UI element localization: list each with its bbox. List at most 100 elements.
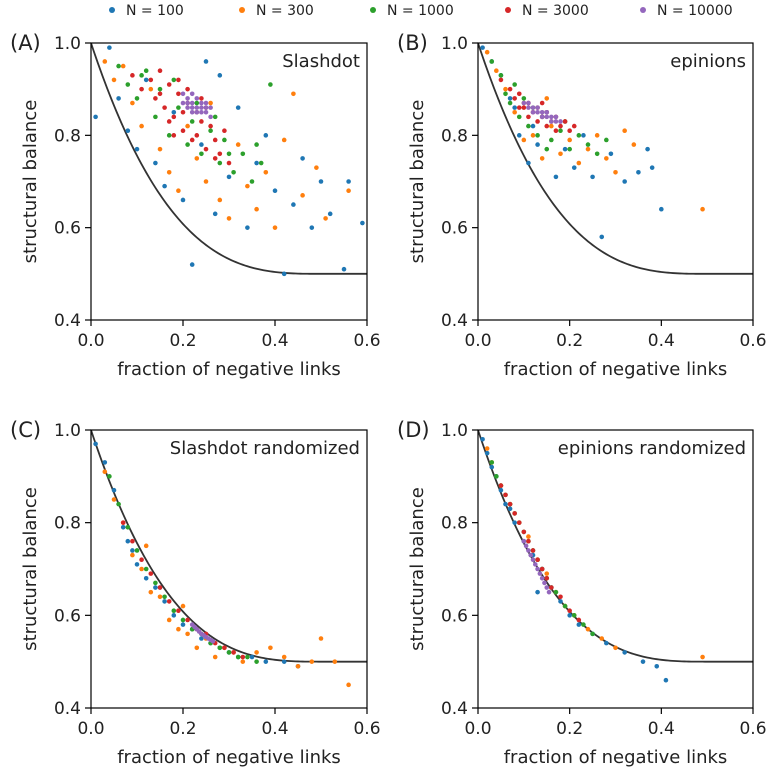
data-point bbox=[102, 469, 108, 475]
data-point bbox=[176, 105, 181, 110]
data-point bbox=[539, 109, 545, 115]
data-point bbox=[180, 109, 186, 115]
data-point bbox=[139, 86, 144, 92]
data-point bbox=[535, 557, 540, 563]
data-point bbox=[558, 128, 563, 134]
data-point bbox=[549, 585, 554, 590]
data-point bbox=[530, 133, 536, 138]
data-point bbox=[549, 137, 554, 143]
data-point bbox=[130, 100, 135, 106]
data-point bbox=[180, 100, 186, 106]
data-point bbox=[535, 119, 540, 124]
data-point bbox=[222, 128, 227, 134]
y-axis-label: structural balance bbox=[20, 100, 41, 264]
data-point bbox=[332, 659, 338, 664]
data-point bbox=[148, 86, 154, 92]
x-tick-label: 0.6 bbox=[353, 331, 380, 351]
data-point bbox=[107, 45, 112, 50]
data-point bbox=[576, 622, 582, 627]
data-point bbox=[222, 645, 227, 651]
series-n-10000 bbox=[189, 622, 216, 644]
data-point bbox=[526, 160, 531, 166]
data-point bbox=[562, 119, 568, 124]
panel-c: 0.0 0.2 0.4 0.6 0.4 0.6 0.8 1.0 fraction of nega… bbox=[10, 418, 381, 768]
legend-marker bbox=[370, 7, 376, 13]
data-point bbox=[567, 128, 572, 134]
data-point bbox=[636, 169, 641, 175]
data-point bbox=[134, 548, 140, 553]
data-point bbox=[659, 206, 664, 212]
data-point bbox=[507, 100, 513, 106]
data-point bbox=[480, 45, 485, 50]
data-point bbox=[553, 128, 559, 134]
data-point bbox=[535, 105, 540, 110]
series-n-1000 bbox=[107, 474, 259, 664]
data-point bbox=[608, 151, 614, 157]
series-n-3000 bbox=[120, 520, 246, 660]
data-point bbox=[203, 105, 209, 110]
data-point bbox=[512, 511, 517, 516]
data-point bbox=[544, 123, 550, 129]
data-point bbox=[318, 636, 324, 641]
data-point bbox=[143, 77, 149, 83]
reference-curve bbox=[478, 430, 753, 663]
y-tick-label: 0.6 bbox=[54, 219, 81, 239]
data-point bbox=[107, 474, 112, 479]
y-axis-label: structural balance bbox=[407, 100, 428, 264]
data-point bbox=[585, 142, 591, 147]
data-point bbox=[208, 123, 213, 129]
data-point bbox=[116, 501, 121, 507]
legend-marker bbox=[109, 7, 115, 13]
data-point bbox=[539, 575, 545, 581]
data-point bbox=[189, 100, 195, 106]
y-tick-label: 0.8 bbox=[54, 514, 81, 534]
data-point bbox=[208, 114, 213, 120]
data-point bbox=[318, 179, 324, 184]
data-point bbox=[542, 580, 547, 586]
data-point bbox=[176, 626, 181, 632]
legend-item: N = 10000 bbox=[640, 3, 733, 19]
legend-label: N = 3000 bbox=[522, 3, 589, 19]
data-point bbox=[217, 645, 223, 651]
data-point bbox=[254, 142, 259, 147]
data-point bbox=[590, 174, 595, 180]
data-point bbox=[176, 188, 181, 194]
x-tick-label: 0.4 bbox=[648, 331, 675, 351]
data-point bbox=[528, 552, 534, 558]
data-point bbox=[539, 156, 545, 161]
data-point bbox=[139, 123, 144, 129]
data-point bbox=[546, 589, 552, 595]
data-point bbox=[120, 520, 126, 525]
data-point bbox=[631, 142, 637, 147]
series-n-100 bbox=[93, 441, 301, 669]
data-point bbox=[226, 216, 232, 221]
data-point bbox=[143, 543, 149, 549]
data-point bbox=[166, 169, 172, 175]
series-n-1000 bbox=[116, 63, 273, 184]
series-n-300 bbox=[484, 49, 705, 212]
data-point bbox=[484, 450, 490, 456]
data-point bbox=[153, 114, 158, 120]
data-point bbox=[341, 266, 347, 272]
data-point bbox=[272, 225, 278, 230]
data-point bbox=[535, 566, 540, 572]
data-point bbox=[530, 557, 536, 563]
data-point bbox=[231, 169, 236, 175]
data-point bbox=[240, 151, 246, 157]
x-tick-label: 0.6 bbox=[353, 719, 380, 739]
data-point bbox=[544, 109, 550, 115]
panel-title: epinions bbox=[670, 51, 746, 72]
data-point bbox=[562, 603, 568, 609]
data-point bbox=[199, 119, 204, 124]
data-point bbox=[562, 146, 568, 152]
data-point bbox=[249, 654, 255, 660]
data-point bbox=[571, 123, 577, 129]
data-point bbox=[549, 123, 554, 129]
data-point bbox=[148, 589, 154, 595]
data-point bbox=[484, 446, 490, 451]
data-point bbox=[507, 96, 513, 101]
data-point bbox=[558, 599, 563, 604]
data-point bbox=[171, 608, 177, 613]
data-point bbox=[203, 59, 209, 64]
y-tick-label: 0.8 bbox=[441, 126, 468, 146]
